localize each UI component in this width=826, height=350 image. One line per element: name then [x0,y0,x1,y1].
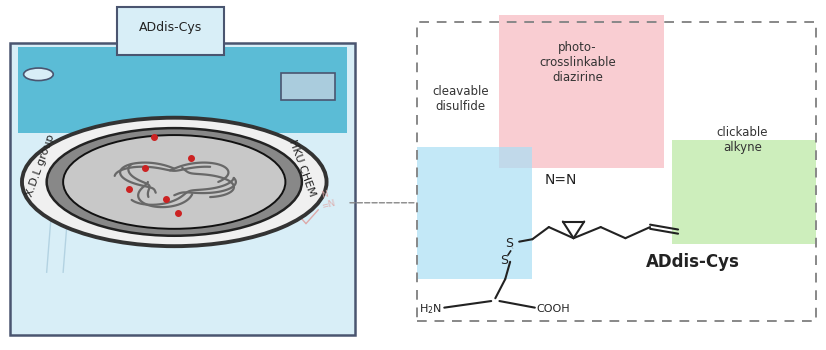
FancyBboxPatch shape [121,29,220,47]
FancyBboxPatch shape [282,72,335,100]
FancyBboxPatch shape [18,47,347,133]
FancyBboxPatch shape [417,147,533,279]
FancyBboxPatch shape [500,15,664,168]
Text: X.D.L group: X.D.L group [25,133,57,198]
Circle shape [46,128,301,236]
Circle shape [63,135,286,229]
Text: N=N: N=N [545,173,577,187]
Text: N
=N: N =N [317,188,336,210]
Text: HKU CHEM: HKU CHEM [287,138,317,198]
Text: S: S [506,237,513,250]
Text: H$_2$N: H$_2$N [419,302,442,316]
Text: COOH: COOH [536,304,570,314]
Text: ADdis-Cys: ADdis-Cys [139,21,202,34]
Circle shape [22,118,326,246]
Text: clickable
alkyne: clickable alkyne [716,126,768,154]
Text: photo-
crosslinkable
diazirine: photo- crosslinkable diazirine [539,41,616,84]
FancyBboxPatch shape [672,140,816,244]
Text: cleavable
disulfide: cleavable disulfide [433,85,489,113]
Circle shape [24,68,53,80]
FancyBboxPatch shape [116,7,224,55]
FancyBboxPatch shape [10,43,355,335]
Text: ADdis-Cys: ADdis-Cys [646,253,740,271]
Text: S: S [501,254,508,267]
